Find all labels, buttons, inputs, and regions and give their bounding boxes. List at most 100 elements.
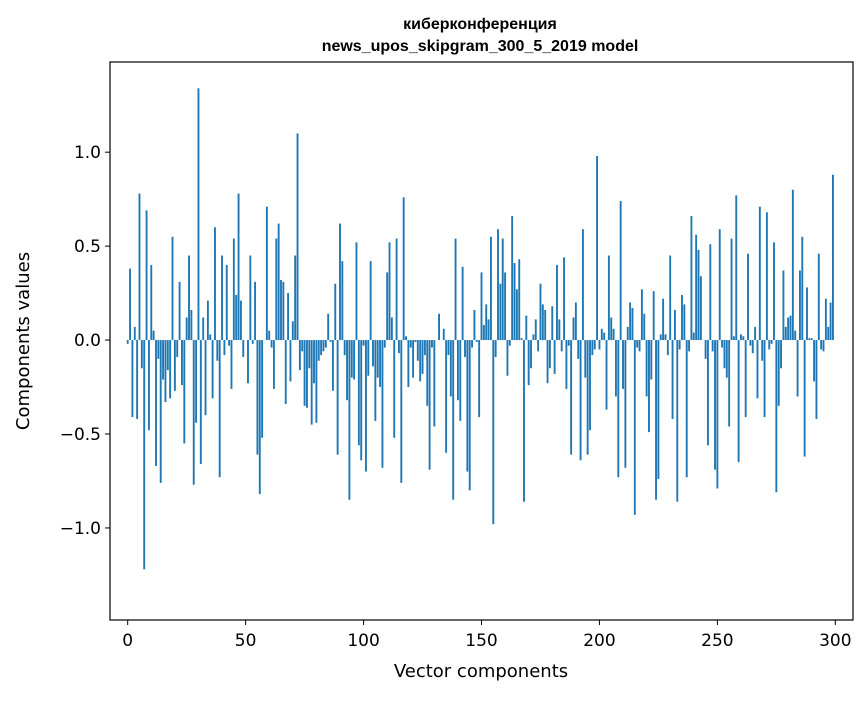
bar	[646, 340, 648, 396]
bar	[816, 340, 818, 419]
bar	[726, 340, 728, 378]
bar	[313, 340, 315, 383]
bar	[254, 282, 256, 340]
bar	[613, 329, 615, 340]
bar	[273, 340, 275, 389]
bar	[669, 256, 671, 341]
bar	[705, 340, 707, 359]
bar	[615, 340, 617, 396]
bar	[176, 340, 178, 357]
bar	[700, 276, 702, 340]
bar	[231, 340, 233, 389]
bar	[681, 295, 683, 340]
bar	[509, 340, 511, 346]
bar	[514, 263, 516, 340]
bar	[584, 340, 586, 378]
bar	[502, 239, 504, 340]
bar	[801, 237, 803, 340]
bar	[556, 265, 558, 340]
bar	[653, 291, 655, 340]
bar	[568, 340, 570, 346]
bar	[719, 229, 721, 340]
bar	[422, 340, 424, 374]
bar	[735, 195, 737, 340]
bar	[363, 340, 365, 346]
bar	[379, 340, 381, 387]
bar	[709, 244, 711, 340]
bar	[384, 340, 386, 348]
bar	[507, 340, 509, 376]
bar	[195, 340, 197, 423]
bar	[768, 340, 770, 349]
bar	[308, 340, 310, 368]
bar	[457, 340, 459, 400]
bar	[332, 340, 334, 391]
bar	[278, 224, 280, 340]
bar	[662, 299, 664, 340]
bar	[139, 194, 141, 341]
bar	[603, 333, 605, 341]
bar	[591, 340, 593, 355]
bar	[219, 340, 221, 477]
bar	[627, 327, 629, 340]
bar	[214, 227, 216, 340]
bar	[450, 340, 452, 396]
bar	[337, 340, 339, 455]
bar	[174, 340, 176, 391]
bar	[778, 340, 780, 406]
bar	[580, 340, 582, 460]
bar	[330, 340, 332, 342]
bar	[686, 340, 688, 477]
bar	[629, 302, 631, 340]
bar	[563, 257, 565, 340]
bar	[660, 334, 662, 340]
bar	[636, 340, 638, 348]
bar	[405, 336, 407, 340]
bar	[740, 334, 742, 340]
bar	[433, 340, 435, 426]
bar	[775, 340, 777, 492]
bar	[256, 340, 258, 455]
chart-title: киберконференция	[403, 16, 557, 33]
bar	[582, 229, 584, 340]
bar	[129, 269, 131, 340]
bar	[459, 340, 461, 421]
bar	[252, 340, 254, 344]
bar	[381, 340, 383, 468]
bar	[634, 340, 636, 515]
bar	[589, 340, 591, 430]
bar	[679, 340, 681, 349]
bar	[386, 272, 388, 340]
bar	[179, 282, 181, 340]
bar	[287, 293, 289, 340]
bar	[827, 327, 829, 340]
bar	[367, 340, 369, 376]
bar	[205, 340, 207, 415]
bar	[351, 340, 353, 378]
bar	[495, 340, 497, 357]
bar	[773, 242, 775, 340]
bar	[290, 340, 292, 381]
bar	[516, 289, 518, 340]
bar	[794, 331, 796, 340]
bar	[598, 340, 600, 349]
bar	[542, 304, 544, 340]
bar	[212, 340, 214, 398]
bar	[492, 340, 494, 524]
bar	[485, 304, 487, 340]
bar	[315, 340, 317, 423]
bar	[247, 340, 249, 383]
bar	[207, 301, 209, 340]
bar	[799, 271, 801, 341]
bar	[544, 310, 546, 340]
bar	[249, 256, 251, 341]
bar	[275, 239, 277, 340]
bar	[683, 304, 685, 340]
bar	[790, 316, 792, 340]
bar	[712, 340, 714, 351]
bar	[558, 319, 560, 340]
bar	[549, 340, 551, 368]
bar	[162, 340, 164, 379]
bar	[160, 340, 162, 483]
bar	[131, 340, 133, 417]
